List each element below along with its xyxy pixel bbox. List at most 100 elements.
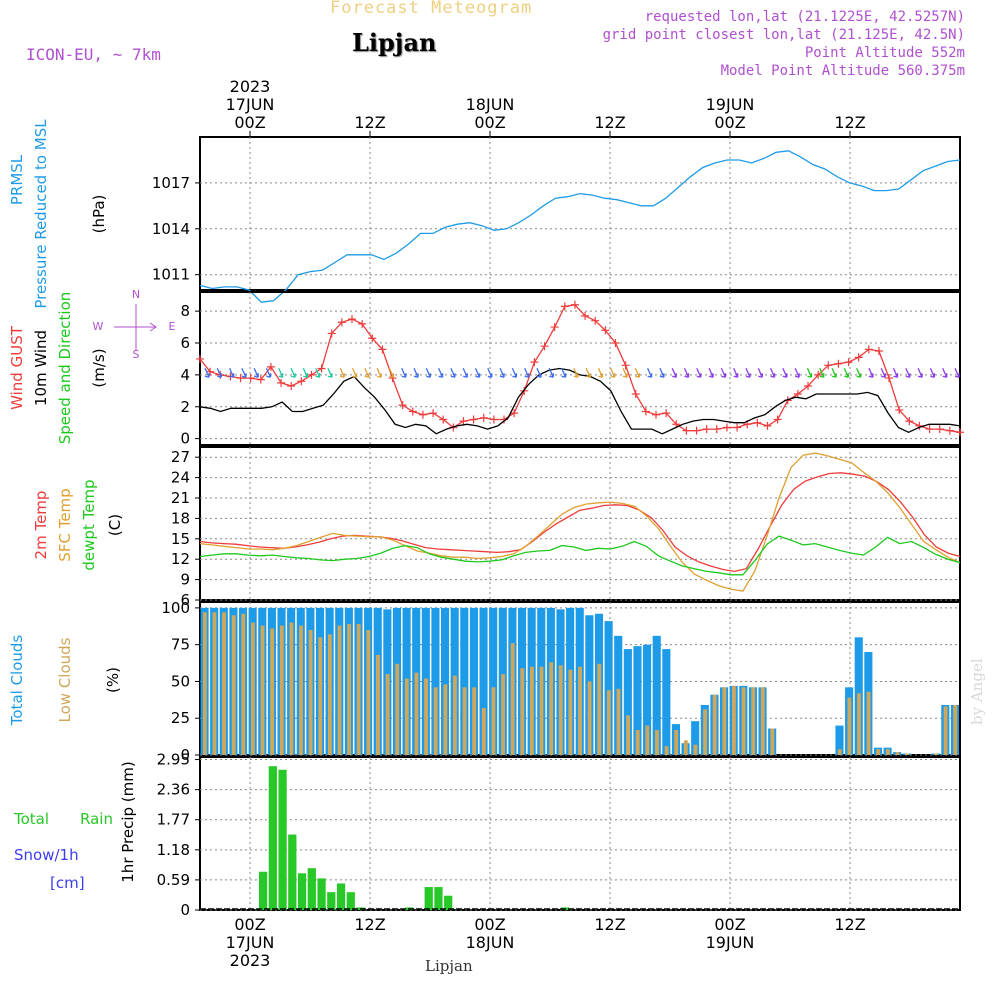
- wind-direction-arrow: [204, 368, 210, 378]
- low-cloud-bar: [953, 704, 958, 755]
- low-cloud-bar: [635, 729, 640, 755]
- y-tick-label: 1.77: [157, 811, 190, 829]
- y-tick-label: 25: [171, 709, 190, 727]
- wind-gust-line: [199, 304, 961, 433]
- wind-gust-marker: [753, 418, 762, 427]
- wind-gust-marker: [621, 361, 630, 370]
- low-cloud-bar: [289, 622, 294, 755]
- y-tick-label: 15: [171, 530, 190, 548]
- top-time-label: 17JUN: [226, 95, 275, 114]
- low-clouds-ylabel: Low Clouds: [56, 637, 74, 722]
- low-cloud-bar: [549, 662, 554, 755]
- wind-gust-marker: [611, 339, 620, 347]
- low-cloud-bar: [222, 612, 226, 755]
- y-tick-label: 18: [171, 509, 190, 527]
- compass-north: N: [132, 288, 140, 301]
- y-tick-label: 50: [171, 672, 190, 690]
- wind-direction-arrow: [376, 368, 382, 378]
- wind-gust-marker: [418, 410, 427, 419]
- snow-unit-label: [cm]: [50, 874, 85, 892]
- wind-gust-marker: [368, 334, 377, 343]
- wind-gust-marker: [956, 428, 964, 437]
- total-cloud-bar: [604, 621, 613, 755]
- wind-gust-marker: [459, 417, 468, 426]
- wind-gust-marker: [702, 425, 711, 434]
- wind-gust-marker: [398, 401, 407, 410]
- wind-direction-arrow: [720, 368, 727, 378]
- low-cloud-bar: [529, 666, 534, 755]
- wind-gust-marker: [560, 302, 569, 311]
- wind-direction-arrow: [634, 368, 640, 378]
- y-tick-label: 0: [180, 430, 190, 448]
- low-cloud-bar: [472, 687, 477, 755]
- wind-gust-marker: [439, 415, 448, 424]
- bottom-time-label: 00Z: [474, 915, 505, 934]
- wind-gust-marker: [429, 409, 438, 418]
- wind-gust-marker: [317, 364, 326, 373]
- y-tick-label: 27: [171, 448, 190, 466]
- low-cloud-bar: [347, 624, 352, 755]
- wind-gust-marker: [358, 319, 367, 328]
- dewpt-line: [199, 535, 961, 576]
- y-tick-label: 2: [180, 398, 190, 416]
- wind-direction-arrow: [499, 368, 505, 378]
- top-time-label: 18JUN: [466, 95, 515, 114]
- wind-gust-marker: [864, 345, 873, 354]
- low-cloud-bar: [626, 715, 631, 755]
- total-rain-label-rain: Rain: [80, 810, 113, 828]
- low-cloud-bar: [510, 643, 515, 755]
- compass-east: E: [169, 320, 176, 333]
- top-time-label: 12Z: [354, 113, 385, 132]
- low-cloud-bar: [943, 706, 948, 755]
- pressure-frame: [199, 136, 961, 291]
- low-cloud-bar: [308, 629, 313, 755]
- low-cloud-bar: [683, 740, 688, 755]
- wind-gust-marker: [256, 375, 265, 384]
- compass-south: S: [133, 348, 140, 361]
- low-cloud-bar: [741, 687, 746, 755]
- bottom-time-label: 12Z: [354, 915, 385, 934]
- low-cloud-bar: [241, 613, 246, 755]
- low-cloud-bar: [501, 674, 505, 755]
- low-cloud-bar: [385, 674, 390, 755]
- wind-gust-marker: [307, 370, 316, 379]
- wind-gust-ylabel: Wind GUST: [8, 325, 26, 410]
- low-cloud-bar: [433, 687, 438, 755]
- low-cloud-bar: [866, 691, 871, 755]
- rain-bar: [317, 878, 326, 910]
- rain-bar: [327, 892, 336, 910]
- low-cloud-bar: [481, 707, 486, 755]
- low-cloud-bar: [905, 753, 910, 755]
- wind-direction-arrow: [610, 368, 616, 378]
- low-cloud-bar: [279, 625, 284, 755]
- pressure-unit-label: (hPa): [90, 195, 108, 234]
- low-cloud-bar: [664, 746, 669, 755]
- dewpt-ylabel: dewpt Temp: [80, 479, 98, 570]
- wind-gust-marker: [297, 377, 306, 386]
- rain-bar: [336, 883, 346, 910]
- wind-gust-marker: [804, 382, 812, 391]
- rain-bar: [297, 873, 307, 910]
- wind-gust-marker: [854, 353, 863, 362]
- wind-gust-marker: [550, 323, 559, 332]
- y-tick-label: 0: [180, 901, 190, 919]
- total-cloud-bar: [643, 644, 652, 755]
- wind-direction-arrow: [733, 368, 739, 378]
- y-tick-label: 0: [180, 746, 190, 764]
- bottom-time-label: 00Z: [714, 915, 745, 934]
- wind-direction-arrow: [290, 368, 296, 378]
- prmsl-ylabel: PRMSL: [8, 154, 26, 205]
- total-cloud-bar: [441, 607, 450, 755]
- wind-direction-arrow: [831, 368, 837, 378]
- low-cloud-bar: [327, 634, 332, 755]
- wind-direction-arrow: [327, 368, 333, 378]
- low-cloud-bar: [847, 697, 852, 755]
- wind-direction-arrow: [647, 368, 653, 378]
- low-cloud-bar: [885, 749, 890, 755]
- compass-west: W: [93, 320, 104, 333]
- wind-panel: 0 2 4 6 8: [180, 291, 964, 448]
- temp-panel: 6 9 12 15 18 21 24 27: [171, 446, 961, 609]
- wind-direction-arrow: [278, 368, 284, 378]
- wind-direction-arrow: [708, 368, 714, 378]
- wind-gust-marker: [337, 318, 346, 327]
